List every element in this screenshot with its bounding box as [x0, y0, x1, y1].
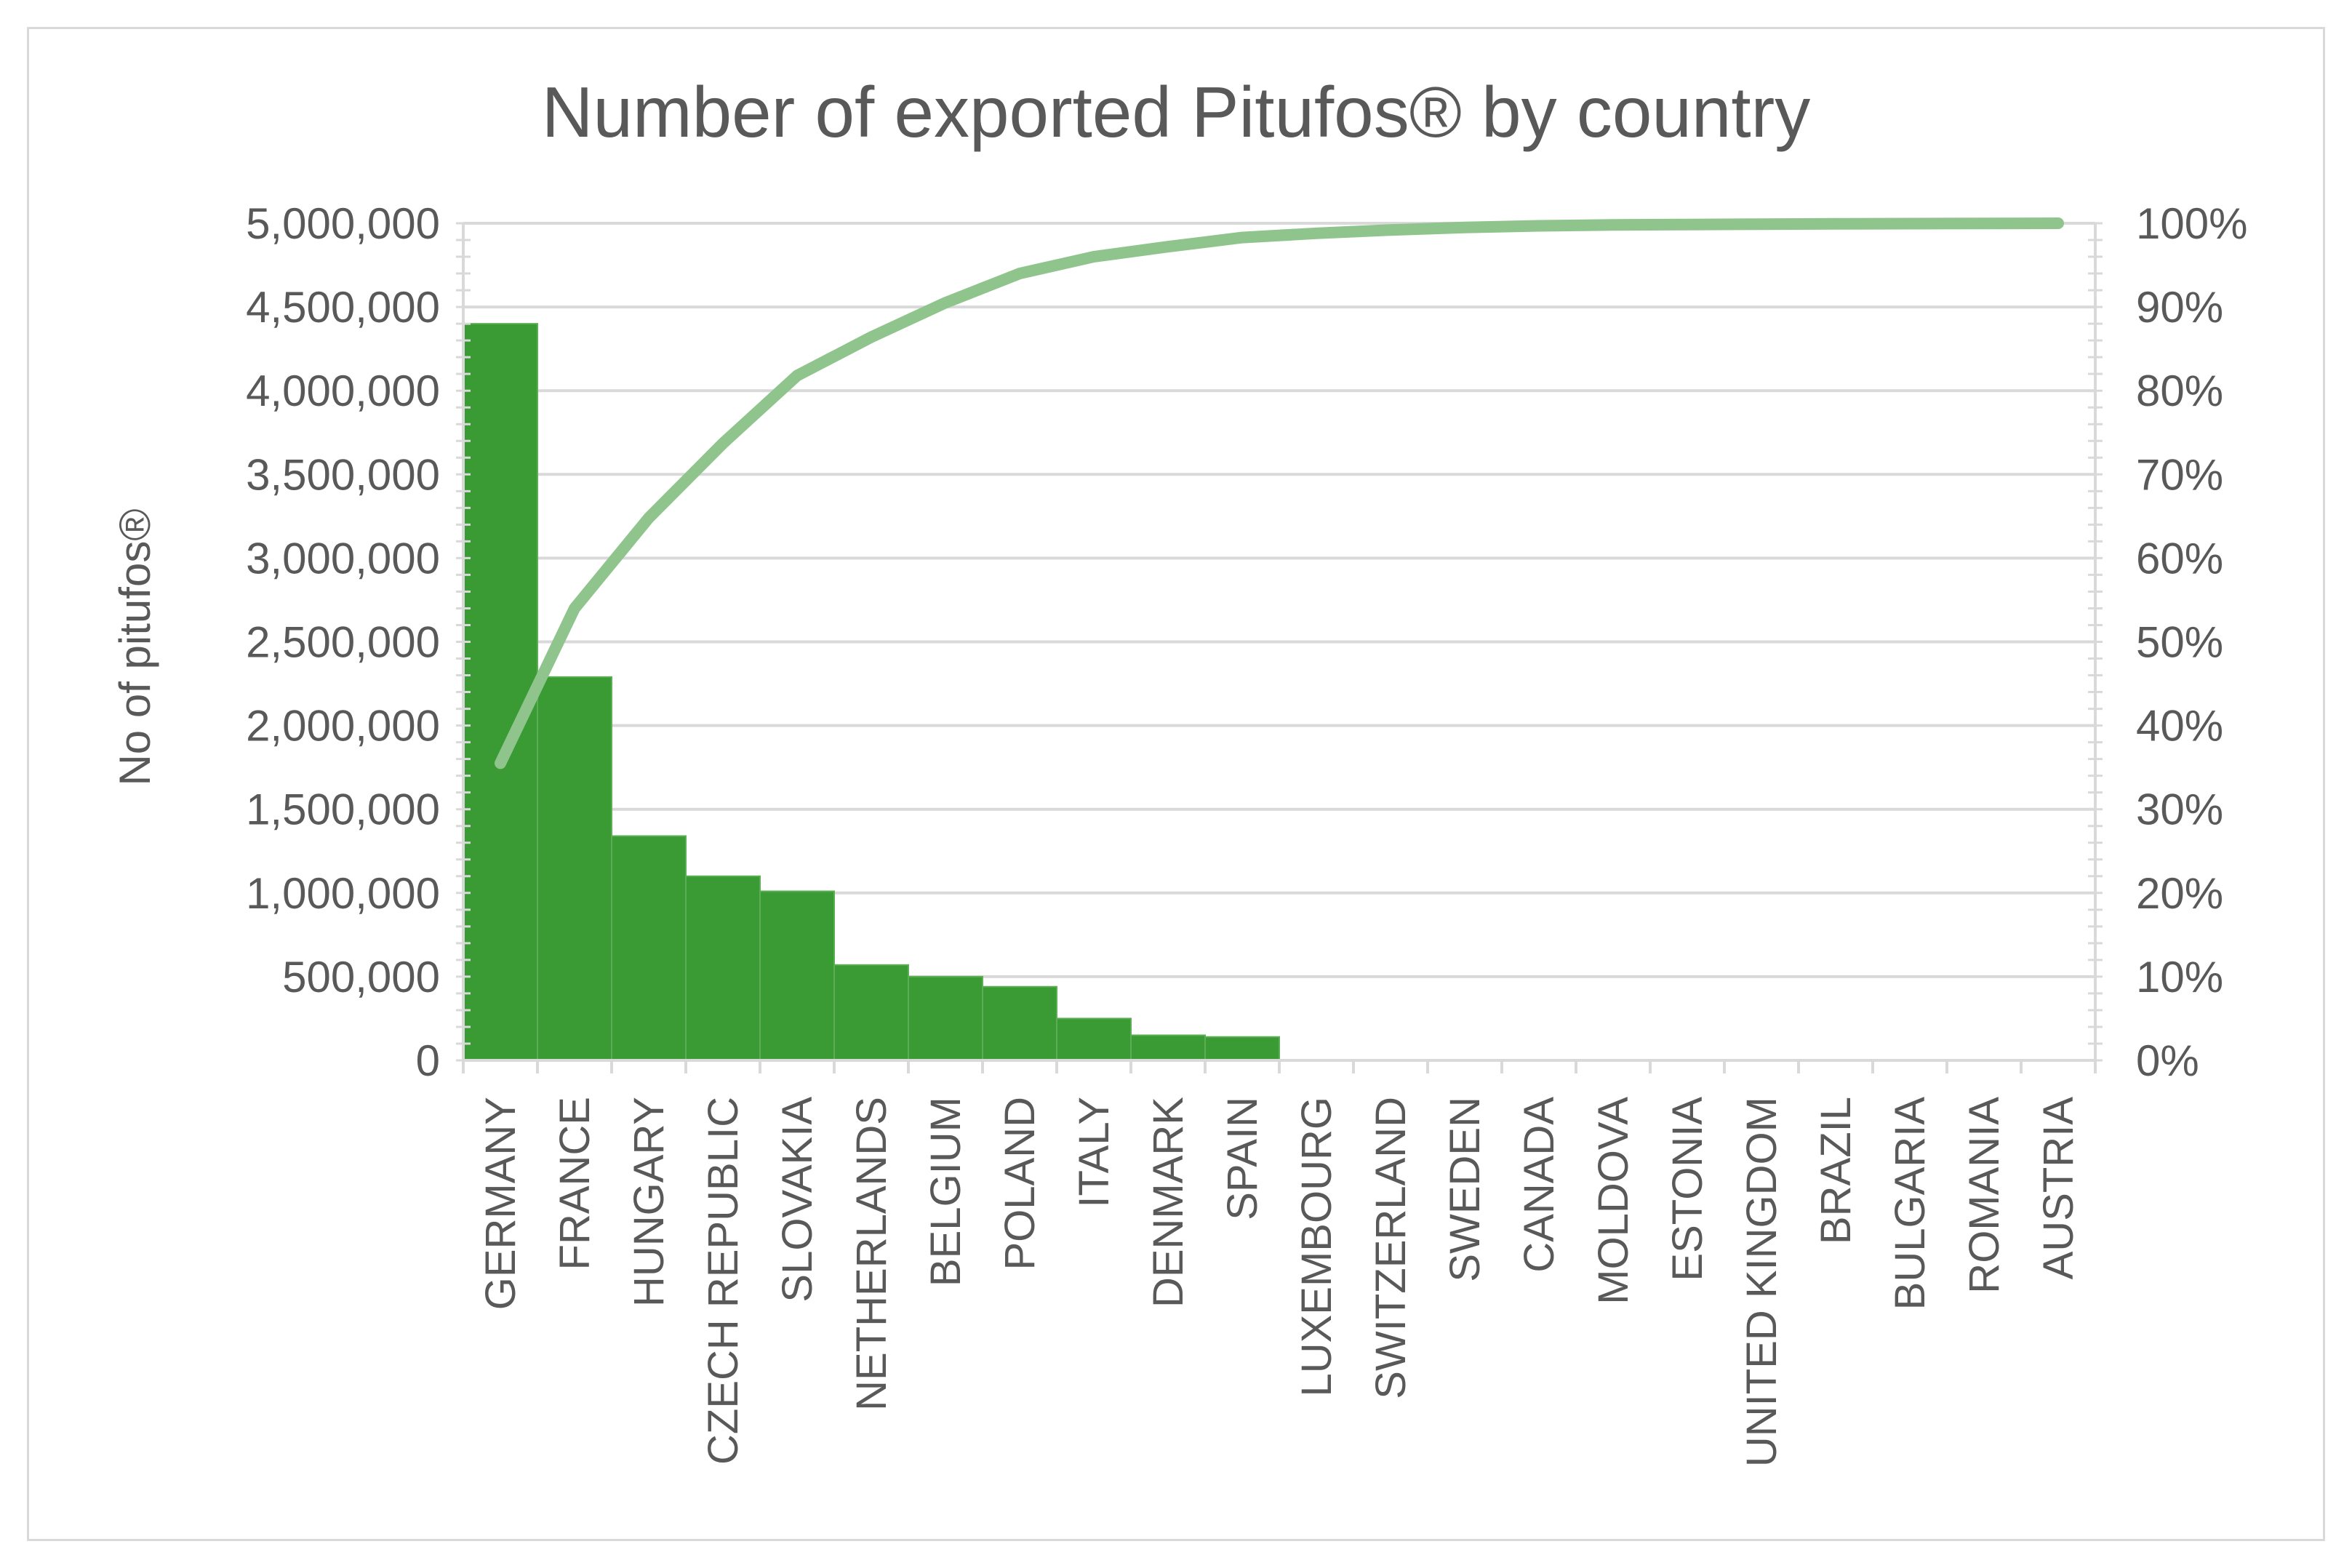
bar-germany	[463, 323, 538, 1061]
bar-italy	[1056, 1017, 1132, 1061]
x-tick-label: HUNGARY	[625, 1097, 673, 1307]
x-tick-label: CANADA	[1516, 1097, 1563, 1273]
x-tick-label: SPAIN	[1219, 1097, 1266, 1220]
x-tick-label: NETHERLANDS	[848, 1097, 895, 1411]
x-tick-label: MOLDOVA	[1590, 1097, 1637, 1305]
x-tick-label: CZECH REPUBLIC	[700, 1097, 747, 1465]
cumulative-line-series	[495, 217, 2064, 769]
gridlines	[463, 222, 2095, 978]
y2-tick-label: 0%	[2136, 1036, 2199, 1085]
y2-tick-label: 80%	[2136, 367, 2223, 415]
bar-poland	[982, 985, 1057, 1062]
y-tick-label: 1,500,000	[246, 785, 440, 834]
x-tick-label: SWEDEN	[1441, 1097, 1489, 1282]
bar-france	[537, 676, 612, 1061]
bar-hungary	[611, 835, 687, 1061]
y-tick-label: 3,500,000	[246, 450, 440, 499]
y2-tick-label: 90%	[2136, 283, 2223, 332]
y-tick-label: 3,000,000	[246, 534, 440, 583]
y-tick-label: 1,000,000	[246, 869, 440, 918]
y-tick-label: 0	[416, 1036, 440, 1085]
x-tick-label: POLAND	[996, 1097, 1044, 1271]
bar-belgium	[908, 975, 983, 1062]
x-tick-label: DENMARK	[1145, 1097, 1192, 1308]
bar-czech-republic	[685, 875, 761, 1062]
bar-series	[463, 323, 1280, 1062]
y2-tick-label: 50%	[2136, 618, 2223, 667]
x-tick-label: GERMANY	[477, 1097, 524, 1310]
x-tick-label: SLOVAKIA	[774, 1097, 821, 1303]
chart-title: Number of exported Pitufos® by country	[542, 72, 1810, 152]
y2-tick-label: 100%	[2136, 199, 2247, 248]
x-tick-label: AUSTRIA	[2035, 1097, 2082, 1280]
y2-tick-label: 40%	[2136, 702, 2223, 751]
y-tick-label: 4,000,000	[246, 367, 440, 415]
y-tick-label: 500,000	[282, 953, 440, 1001]
x-tick-label: ESTONIA	[1664, 1097, 1711, 1281]
y2-tick-label: 60%	[2136, 534, 2223, 583]
x-tick-label: ITALY	[1071, 1097, 1118, 1208]
left-axis-tick-labels: 0 500,000 1,000,000 1,500,000 2,000,000 2,500…	[246, 199, 440, 1085]
x-tick-label: BELGIUM	[922, 1097, 969, 1287]
cumulative-percent-line	[495, 217, 2064, 769]
x-tick-label: SWITZERLAND	[1367, 1097, 1415, 1399]
y-tick-label: 2,000,000	[246, 702, 440, 751]
y2-tick-label: 10%	[2136, 953, 2223, 1001]
y-tick-label: 2,500,000	[246, 618, 440, 667]
right-axis-tick-labels: 0% 10% 20% 30% 40% 50% 60% 70% 80% 90% 100%	[2136, 199, 2247, 1085]
bar-slovakia	[759, 890, 835, 1062]
category-tick-labels: GERMANY FRANCE HUNGARY CZECH REPUBLIC SLOVAK…	[477, 1097, 2082, 1467]
axes	[456, 222, 2103, 1073]
bar-denmark	[1130, 1034, 1206, 1061]
x-tick-label: FRANCE	[551, 1097, 599, 1270]
x-tick-label: BULGARIA	[1887, 1097, 1934, 1311]
y-tick-label: 4,500,000	[246, 283, 440, 332]
x-tick-label: BRAZIL	[1812, 1097, 1860, 1244]
chart-frame	[27, 27, 2325, 1541]
x-tick-label: ROMANIA	[1961, 1097, 2008, 1294]
y2-tick-label: 70%	[2136, 450, 2223, 499]
y2-tick-label: 30%	[2136, 785, 2223, 834]
y-axis-label: No of pitufos®	[111, 508, 159, 785]
y-tick-label: 5,000,000	[246, 199, 440, 248]
bar-netherlands	[833, 964, 909, 1062]
bar-spain	[1204, 1036, 1280, 1061]
x-tick-label: LUXEMBOURG	[1293, 1097, 1340, 1397]
y2-tick-label: 20%	[2136, 869, 2223, 918]
x-tick-label: UNITED KINGDOM	[1738, 1097, 1785, 1467]
